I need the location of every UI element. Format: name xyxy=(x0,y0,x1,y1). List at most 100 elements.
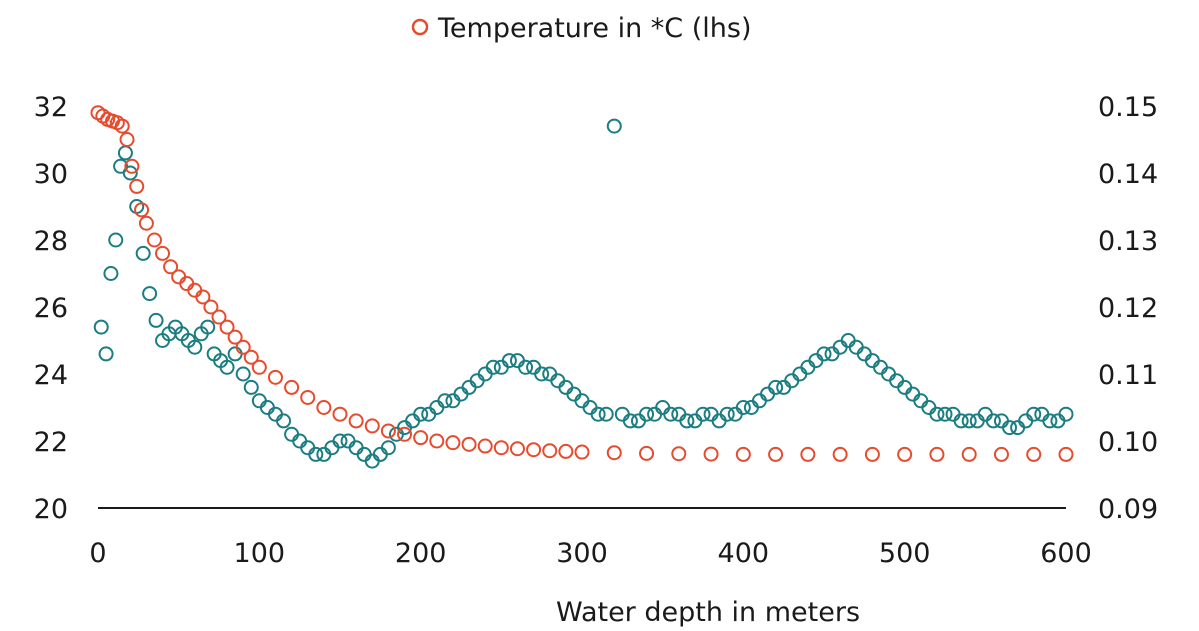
data-point-right xyxy=(445,393,461,409)
data-point-right xyxy=(534,366,550,382)
data-point-right xyxy=(485,359,501,375)
data-point-temperature xyxy=(380,423,396,439)
data-point-right xyxy=(840,333,856,348)
data-point-right xyxy=(1010,420,1026,436)
data-point-temperature xyxy=(155,245,171,261)
data-point-right xyxy=(606,118,622,134)
data-point-right xyxy=(235,366,251,382)
data-point-temperature xyxy=(219,319,235,335)
data-point-right xyxy=(703,406,719,422)
data-point-temperature xyxy=(203,299,219,315)
data-point-temperature xyxy=(243,349,259,365)
data-point-right xyxy=(727,406,743,422)
data-point-right xyxy=(582,400,598,415)
left-y-tick-label: 20 xyxy=(34,494,68,525)
data-point-temperature xyxy=(134,202,150,218)
data-point-right xyxy=(200,319,216,335)
data-point-temperature xyxy=(1058,446,1074,462)
data-point-right xyxy=(969,413,985,429)
data-point-right xyxy=(93,319,109,335)
data-point-temperature xyxy=(114,118,130,134)
right-y-tick-labels: 0.09 0.10 0.11 0.12 0.13 0.14 0.15 xyxy=(1098,92,1158,525)
data-point-right xyxy=(348,440,364,456)
data-point-right xyxy=(735,400,751,415)
left-y-tick-label: 24 xyxy=(34,360,68,391)
x-tick-label: 300 xyxy=(556,538,608,569)
data-point-right xyxy=(630,413,646,429)
data-point-temperature xyxy=(993,446,1009,462)
data-point-temperature xyxy=(493,440,509,456)
legend-marker-temperature xyxy=(411,18,429,36)
data-point-temperature xyxy=(129,178,145,194)
data-point-right xyxy=(477,366,493,382)
data-point-right xyxy=(832,339,848,355)
right-y-tick-label: 0.10 xyxy=(1098,427,1158,458)
data-point-temperature xyxy=(429,433,445,449)
data-point-right xyxy=(566,386,582,402)
data-point-temperature xyxy=(316,400,332,415)
data-point-right xyxy=(921,400,937,415)
data-point-right xyxy=(453,386,469,402)
data-point-right xyxy=(461,379,477,395)
data-point-right xyxy=(929,406,945,422)
data-point-right xyxy=(695,406,711,422)
data-point-temperature xyxy=(251,359,267,375)
data-point-temperature xyxy=(558,443,574,459)
data-point-right xyxy=(437,393,453,409)
data-point-right xyxy=(792,366,808,382)
data-point-right xyxy=(872,359,888,375)
data-point-temperature xyxy=(1026,446,1042,462)
data-point-right xyxy=(421,406,437,422)
data-point-temperature xyxy=(574,444,590,460)
data-point-right xyxy=(509,353,525,369)
data-point-right xyxy=(945,406,961,422)
data-point-right xyxy=(542,366,558,382)
data-point-temperature xyxy=(332,406,348,422)
data-point-right xyxy=(743,400,759,415)
data-point-right xyxy=(259,400,275,415)
data-point-right xyxy=(332,433,348,449)
data-point-right xyxy=(985,413,1001,429)
data-point-right xyxy=(550,373,566,389)
data-point-right xyxy=(663,406,679,422)
data-point-right xyxy=(526,359,542,375)
data-point-right xyxy=(751,393,767,409)
data-point-temperature xyxy=(146,232,162,248)
data-point-temperature xyxy=(413,430,429,446)
data-point-temperature xyxy=(124,158,140,174)
data-point-right xyxy=(340,433,356,449)
data-point-right xyxy=(284,426,300,442)
data-point-right xyxy=(1058,406,1074,422)
data-point-temperature xyxy=(138,215,154,231)
data-point-right xyxy=(937,406,953,422)
data-point-temperature xyxy=(187,282,203,298)
data-point-right xyxy=(905,386,921,402)
data-point-right xyxy=(1042,413,1058,429)
data-point-temperature xyxy=(195,289,211,305)
left-y-tick-label: 30 xyxy=(34,159,68,190)
data-point-right xyxy=(413,406,429,422)
data-point-right xyxy=(243,379,259,395)
data-point-temperature xyxy=(364,418,380,434)
x-tick-labels: 0 100 200 300 400 500 600 xyxy=(89,538,1091,569)
legend-label-temperature: Temperature in *C (lhs) xyxy=(437,13,752,44)
data-point-right xyxy=(356,446,372,462)
data-point-temperature xyxy=(227,329,243,345)
left-y-tick-label: 28 xyxy=(34,226,68,257)
data-point-right xyxy=(501,353,517,369)
data-point-right xyxy=(897,379,913,395)
data-point-right xyxy=(711,413,727,429)
data-point-right xyxy=(122,165,138,181)
data-point-temperature xyxy=(671,446,687,462)
data-point-temperature xyxy=(703,446,719,462)
left-y-tick-labels: 20 22 24 26 28 30 32 xyxy=(34,92,68,525)
data-point-temperature xyxy=(832,446,848,462)
data-point-right xyxy=(776,379,792,395)
data-point-right xyxy=(993,413,1009,429)
data-point-right xyxy=(308,446,324,462)
data-point-right xyxy=(267,406,283,422)
right-y-tick-label: 0.11 xyxy=(1098,360,1158,391)
data-point-temperature xyxy=(542,443,558,459)
data-point-temperature xyxy=(606,445,622,461)
